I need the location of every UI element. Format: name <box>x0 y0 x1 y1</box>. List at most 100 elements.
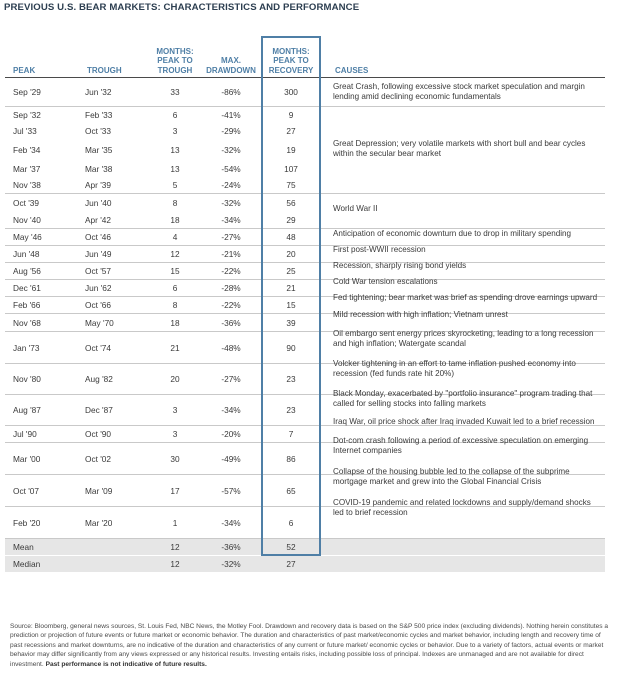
months-to-trough-cell: 8 <box>172 300 178 310</box>
drawdown-cell: -27% <box>221 232 241 242</box>
trough-cell: Oct '74 <box>85 342 112 353</box>
header-months-to-recovery: MONTHS: PEAK TO RECOVERY <box>268 46 314 75</box>
peak-cell: Oct '07 <box>13 485 40 496</box>
recovery-cell: 9 <box>288 110 294 120</box>
trough-cell: Dec '87 <box>85 405 113 415</box>
recovery-cell: 25 <box>286 266 296 276</box>
header-peak: PEAK <box>13 65 36 75</box>
cause-text: Iraq War, oil price shock after Iraq inv… <box>333 417 595 426</box>
trough-cell: Jun '32 <box>85 87 112 97</box>
drawdown-cell: -32% <box>221 197 241 208</box>
stat-recovery: 52 <box>286 542 296 552</box>
table-row: Jan '73 Oct '74 21 -48% 90 <box>5 332 605 364</box>
drawdown-cell: -49% <box>221 453 241 464</box>
table-row: Dec '61 Jun '62 6 -28% 21 <box>5 280 605 297</box>
trough-cell: Mar '20 <box>85 517 113 528</box>
peak-cell: May '46 <box>13 232 42 242</box>
drawdown-cell: -34% <box>221 214 241 225</box>
cause-text: World War II <box>333 204 378 213</box>
table-row: Feb '66 Oct '66 8 -22% 15 <box>5 297 605 314</box>
cause-text: Mild recession with high inflation; Viet… <box>333 309 508 319</box>
header-trough: TROUGH <box>87 65 122 75</box>
stat-row-mean: Mean 12 -36% 52 <box>5 539 605 556</box>
cause-text: Black Monday, exacerbated by "portfolio … <box>333 389 593 408</box>
cause-text: Great Crash, following excessive stock m… <box>333 82 585 101</box>
trough-cell: Oct '66 <box>85 300 112 310</box>
cause-text: Collapse of the housing bubble led to th… <box>333 466 570 486</box>
trough-cell: Mar '35 <box>85 145 113 155</box>
trough-cell: Apr '39 <box>85 180 112 190</box>
trough-cell: Aug '82 <box>85 374 113 384</box>
months-to-trough-cell: 4 <box>172 232 178 242</box>
months-to-trough-cell: 18 <box>170 214 180 225</box>
recovery-cell: 300 <box>284 87 298 97</box>
trough-cell: Oct '02 <box>85 453 112 464</box>
recovery-cell: 19 <box>286 145 296 155</box>
peak-cell: Jul '33 <box>13 126 37 136</box>
peak-cell: Oct '39 <box>13 197 40 208</box>
peak-cell: Mar '00 <box>13 453 41 464</box>
drawdown-cell: -28% <box>221 283 241 293</box>
drawdown-cell: -27% <box>221 374 241 384</box>
drawdown-cell: -48% <box>221 342 241 353</box>
table-row: Mar '37 Mar '38 13 -54% 107 <box>5 161 605 177</box>
table-row: Aug '87 Dec '87 3 -34% 23 <box>5 395 605 426</box>
months-to-trough-cell: 12 <box>170 249 180 259</box>
stat-months: 12 <box>170 542 180 552</box>
peak-cell: Jan '73 <box>13 342 40 353</box>
table-row: Oct '07 Mar '09 17 -57% 65 <box>5 475 605 507</box>
table-body: Sep '29 Jun '32 33 -86% 300 Sep '32 Feb '33 6 -4… <box>5 36 605 572</box>
peak-cell: Nov '40 <box>13 214 41 225</box>
months-to-trough-cell: 5 <box>172 180 178 190</box>
cause-text: Oil embargo sent energy prices skyrocket… <box>333 328 594 348</box>
header-divider <box>5 77 605 78</box>
peak-cell: Feb '20 <box>13 517 41 528</box>
peak-cell: Nov '80 <box>13 374 41 384</box>
recovery-cell: 107 <box>284 164 298 174</box>
table-row: Nov '68 May '70 18 -36% 39 <box>5 314 605 332</box>
months-to-trough-cell: 30 <box>170 453 180 464</box>
header-months-to-trough: MONTHS: PEAK TO TROUGH <box>156 46 194 75</box>
recovery-cell: 20 <box>286 249 296 259</box>
drawdown-cell: -20% <box>221 429 241 439</box>
stat-label: Median <box>13 559 41 569</box>
trough-cell: Oct '90 <box>85 429 112 439</box>
drawdown-cell: -29% <box>221 126 241 136</box>
recovery-cell: 65 <box>286 485 296 496</box>
recovery-cell: 75 <box>286 180 296 190</box>
trough-cell: Feb '33 <box>85 110 113 120</box>
months-to-trough-cell: 8 <box>172 197 178 208</box>
peak-cell: Jun '48 <box>13 249 40 259</box>
stat-recovery: 27 <box>286 559 296 569</box>
trough-cell: Apr '42 <box>85 214 112 225</box>
drawdown-cell: -41% <box>221 110 241 120</box>
recovery-cell: 21 <box>286 283 296 293</box>
table-row: Jul '33 Oct '33 3 -29% 27 <box>5 123 605 139</box>
peak-cell: Sep '32 <box>13 110 41 120</box>
table-row: May '46 Oct '46 4 -27% 48 <box>5 229 605 246</box>
peak-cell: Feb '66 <box>13 300 41 310</box>
source-disclaimer: Past performance is not indicative of fu… <box>45 660 207 668</box>
table-row: Aug '56 Oct '57 15 -22% 25 <box>5 263 605 280</box>
drawdown-cell: -24% <box>221 180 241 190</box>
peak-cell: Jul '90 <box>13 429 37 439</box>
recovery-cell: 6 <box>288 517 294 528</box>
drawdown-cell: -21% <box>221 249 241 259</box>
table-header: PEAK TROUGH MONTHS: PEAK TO TROUGH MAX. … <box>5 36 605 78</box>
table-row: Sep '29 Jun '32 33 -86% 300 <box>5 78 605 107</box>
trough-cell: Mar '09 <box>85 485 113 496</box>
stat-row-median: Median 12 -32% 27 <box>5 556 605 572</box>
trough-cell: Oct '46 <box>85 232 112 242</box>
recovery-cell: 7 <box>288 429 294 439</box>
peak-cell: Nov '38 <box>13 180 41 190</box>
months-to-trough-cell: 1 <box>172 517 178 528</box>
months-to-trough-cell: 3 <box>172 126 178 136</box>
drawdown-cell: -54% <box>221 164 241 174</box>
drawdown-cell: -34% <box>221 517 241 528</box>
cause-text: First post-WWII recession <box>333 245 426 254</box>
peak-cell: Nov '68 <box>13 317 41 328</box>
months-to-trough-cell: 17 <box>170 485 180 496</box>
table-row: Feb '20 Mar '20 1 -34% 6 <box>5 507 605 539</box>
trough-cell: Jun '40 <box>85 197 112 208</box>
table-row: Mar '00 Oct '02 30 -49% 86 <box>5 443 605 475</box>
